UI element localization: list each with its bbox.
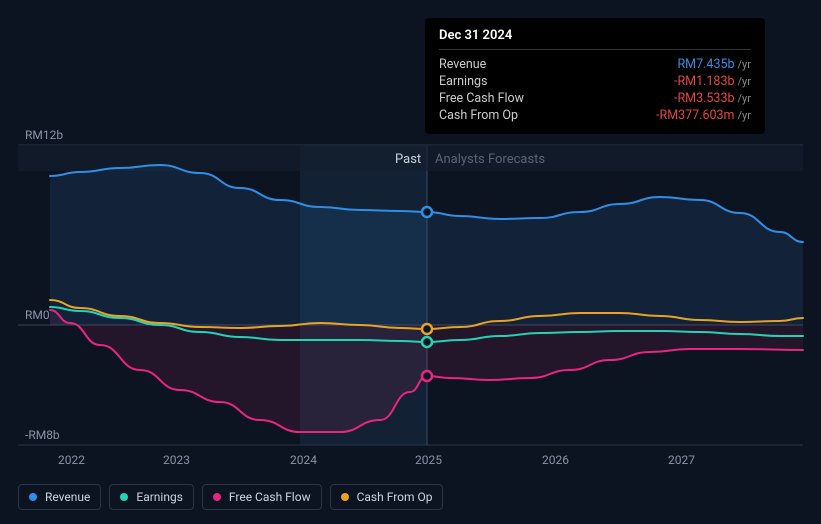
x-axis-label: 2024 (290, 453, 317, 467)
tooltip-metric-label: Free Cash Flow (439, 91, 524, 106)
tooltip-row: Earnings -RM1.183b/yr (439, 73, 751, 90)
legend-label: Free Cash Flow (229, 490, 311, 504)
tooltip-divider (439, 49, 751, 50)
x-axis-label: 2023 (163, 453, 190, 467)
legend-dot-icon (341, 493, 349, 501)
tooltip-metric-value: -RM1.183b/yr (674, 74, 751, 89)
legend-item-cash-from-op[interactable]: Cash From Op (330, 484, 444, 510)
legend-item-revenue[interactable]: Revenue (18, 484, 101, 510)
y-axis-label: RM12b (25, 128, 63, 142)
x-axis-label: 2022 (58, 453, 85, 467)
tooltip-metric-label: Revenue (439, 57, 486, 72)
past-label: Past (395, 152, 421, 167)
tooltip-metric-value: -RM3.533b/yr (674, 91, 751, 106)
tooltip-row: Free Cash Flow -RM3.533b/yr (439, 90, 751, 107)
forecast-label: Analysts Forecasts (435, 152, 545, 167)
tooltip-metric-label: Cash From Op (439, 108, 518, 123)
legend-item-earnings[interactable]: Earnings (109, 484, 194, 510)
x-axis-label: 2027 (668, 453, 695, 467)
legend-label: Earnings (136, 490, 183, 504)
legend-item-free-cash-flow[interactable]: Free Cash Flow (202, 484, 322, 510)
tooltip-date: Dec 31 2024 (439, 28, 751, 43)
tooltip-metric-value: RM7.435b/yr (677, 57, 751, 72)
tooltip-rows: RevenueRM7.435b/yrEarnings-RM1.183b/yrFr… (439, 56, 751, 124)
tooltip-metric-label: Earnings (439, 74, 487, 89)
chart-legend: Revenue Earnings Free Cash Flow Cash From O… (18, 484, 443, 510)
y-axis-label: RM0 (25, 308, 50, 322)
x-axis-label: 2026 (542, 453, 569, 467)
legend-label: Cash From Op (357, 490, 433, 504)
tooltip-row: Cash From Op -RM377.603m/yr (439, 107, 751, 124)
legend-dot-icon (29, 493, 37, 501)
y-axis-label: -RM8b (25, 428, 60, 442)
legend-dot-icon (213, 493, 221, 501)
legend-dot-icon (120, 493, 128, 501)
chart-tooltip: Dec 31 2024 Revenue RM7.435b/yr Earnings -R… (425, 18, 765, 134)
x-axis-label: 2025 (415, 453, 442, 467)
tooltip-row: Revenue RM7.435b/yr (439, 56, 751, 73)
tooltip-metric-value: -RM377.603m/yr (656, 108, 751, 123)
legend-label: Revenue (45, 490, 90, 504)
